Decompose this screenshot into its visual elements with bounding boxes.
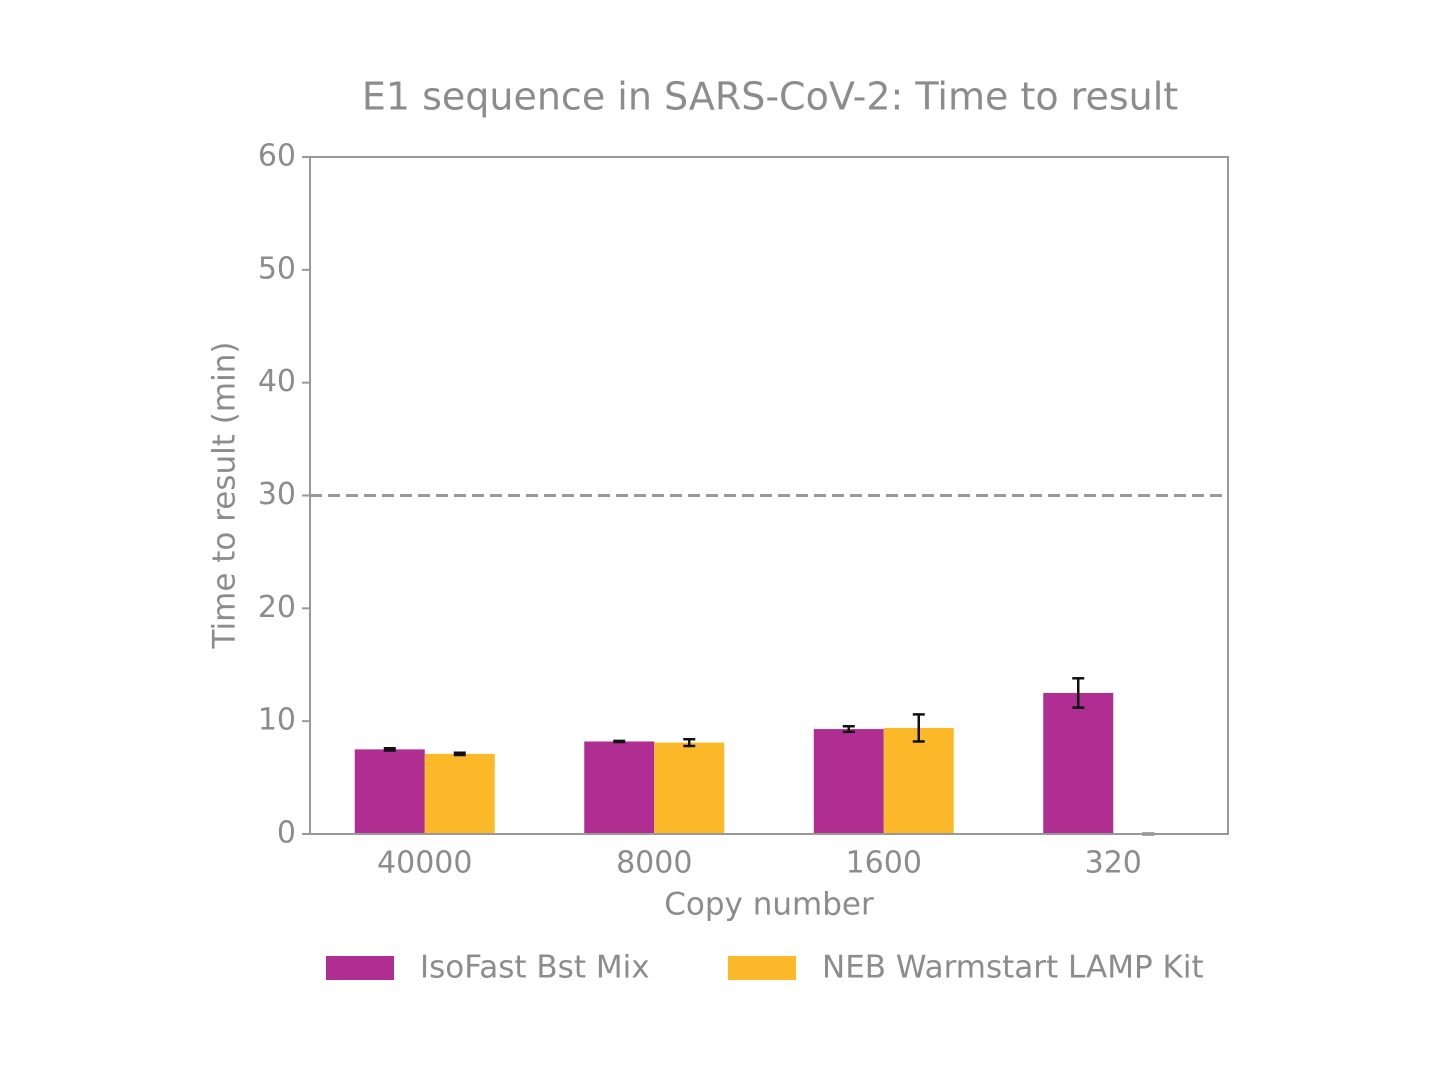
bar bbox=[654, 742, 725, 834]
error-bar bbox=[842, 724, 855, 734]
legend-label: NEB Warmstart LAMP Kit bbox=[822, 950, 1204, 986]
y-tick-label: 40 bbox=[258, 364, 296, 399]
legend-swatch bbox=[326, 956, 394, 980]
error-bar bbox=[383, 746, 396, 752]
legend-swatch bbox=[728, 956, 796, 980]
bar bbox=[424, 753, 495, 834]
error-bar bbox=[613, 739, 626, 744]
bar bbox=[1043, 692, 1114, 834]
bar bbox=[354, 749, 425, 834]
error-bar bbox=[683, 737, 696, 748]
y-tick-label: 30 bbox=[258, 477, 296, 512]
x-tick-label: 320 bbox=[1085, 846, 1142, 881]
y-tick-label: 20 bbox=[258, 590, 296, 625]
x-tick-label: 8000 bbox=[616, 846, 692, 881]
bar bbox=[584, 741, 655, 834]
x-tick-label: 1600 bbox=[846, 846, 922, 881]
plot-frame bbox=[309, 156, 1229, 835]
bar bbox=[883, 727, 954, 834]
x-tick-label: 40000 bbox=[377, 846, 472, 881]
y-axis-label: Time to result (min) bbox=[207, 342, 243, 650]
chart-title: E1 sequence in SARS-CoV-2: Time to resul… bbox=[362, 75, 1178, 119]
y-tick-label: 60 bbox=[258, 139, 296, 174]
bar bbox=[813, 729, 884, 834]
legend-label: IsoFast Bst Mix bbox=[420, 950, 650, 986]
y-tick-label: 0 bbox=[277, 816, 296, 851]
error-bar bbox=[453, 751, 466, 757]
y-tick-label: 10 bbox=[258, 703, 296, 738]
x-axis-label: Copy number bbox=[664, 887, 874, 923]
y-tick-label: 50 bbox=[258, 251, 296, 286]
error-bar bbox=[912, 713, 925, 743]
error-bar bbox=[1072, 677, 1085, 709]
